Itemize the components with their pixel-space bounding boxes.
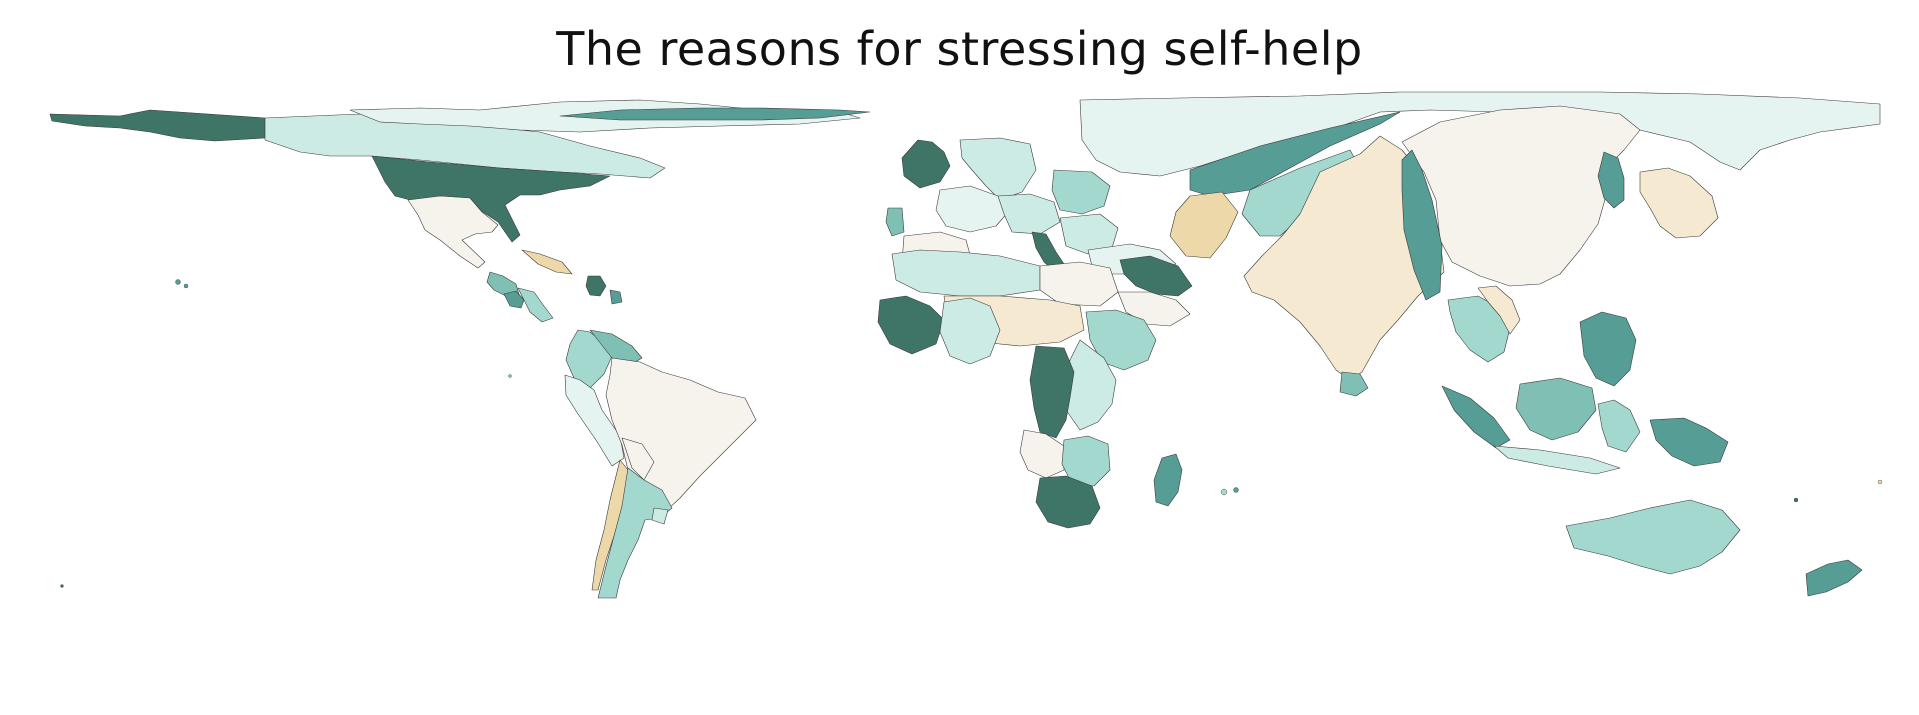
libya-egypt	[1039, 261, 1119, 307]
europe-west	[935, 185, 1011, 233]
new-zealand	[1805, 559, 1863, 597]
pakistan	[1169, 191, 1239, 259]
middle-east	[1119, 255, 1193, 297]
ireland-uk	[901, 139, 951, 189]
madagascar	[1153, 453, 1183, 507]
congo	[1029, 345, 1075, 439]
islets	[60, 279, 1883, 588]
argentina	[597, 467, 673, 599]
japan	[1639, 167, 1719, 239]
hispaniola	[585, 275, 607, 297]
central-america-c	[517, 287, 554, 323]
australia	[1565, 499, 1741, 575]
portugal	[885, 207, 905, 237]
sri-lanka	[1339, 371, 1369, 397]
angola	[1019, 429, 1065, 479]
caribbean-islet	[609, 289, 623, 305]
germany	[997, 193, 1061, 235]
new-guinea	[1649, 417, 1729, 467]
mexico	[407, 195, 499, 269]
sumatra	[1441, 385, 1511, 449]
ethiopia	[1085, 309, 1157, 371]
bangladesh-myanmar	[1401, 149, 1443, 301]
kazakhstan	[1189, 111, 1401, 197]
greenland-strip	[559, 107, 871, 121]
cuba	[521, 249, 573, 275]
sulawesi	[1597, 399, 1641, 453]
north-africa	[891, 249, 1041, 297]
south-africa	[1035, 475, 1101, 529]
bolivia	[621, 437, 655, 481]
uruguay	[651, 507, 669, 525]
java	[1493, 445, 1621, 475]
central-europe	[1051, 169, 1111, 215]
china	[1401, 105, 1641, 287]
west-africa	[877, 295, 945, 355]
korea	[1597, 151, 1625, 209]
nigeria-chad	[939, 297, 1001, 365]
alaska	[49, 109, 266, 142]
russia	[1079, 91, 1881, 177]
southern-africa	[1061, 435, 1111, 487]
borneo	[1515, 377, 1597, 441]
philippines	[1579, 311, 1637, 387]
map-title: The reasons for stressing self-help	[556, 22, 1363, 76]
ecuador-peru	[564, 374, 625, 467]
central-america-b	[503, 290, 525, 309]
thailand	[1477, 285, 1521, 335]
